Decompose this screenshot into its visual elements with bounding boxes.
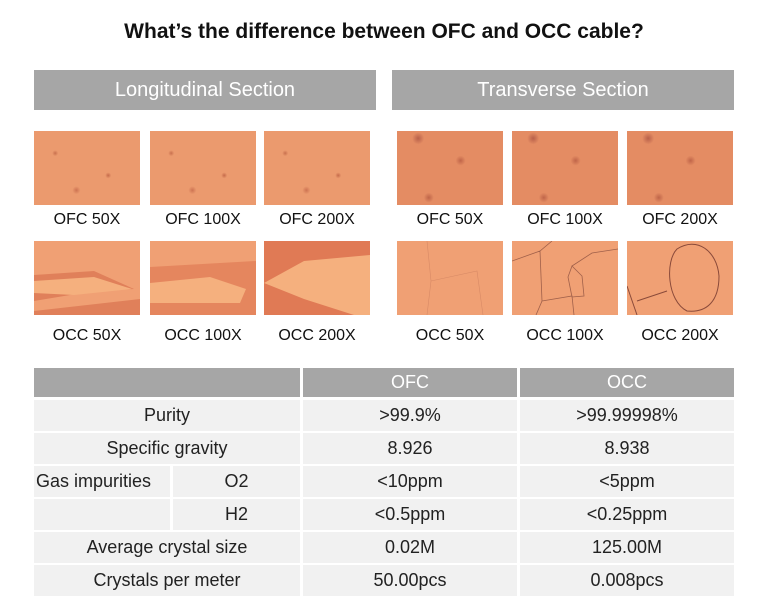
row-label: Specific gravity [34, 433, 300, 464]
table-header-cell [34, 368, 300, 397]
micrograph-caption: OCC 200X [641, 327, 719, 344]
table-row: Specific gravity 8.926 8.938 [34, 433, 734, 464]
row-label: Gas impurities [34, 466, 170, 497]
micrograph-image [34, 131, 140, 205]
micrograph-caption: OCC 200X [278, 327, 356, 344]
page-title: What’s the difference between OFC and OC… [124, 20, 644, 43]
micrograph-caption: OFC 50X [416, 211, 484, 228]
micrograph-image [150, 131, 256, 205]
micrograph-image [150, 241, 256, 315]
occ-value: 125.00M [520, 532, 734, 563]
micrograph-caption: OCC 50X [52, 327, 122, 344]
ofc-value: >99.9% [303, 400, 517, 431]
occ-value: <5ppm [520, 466, 734, 497]
micrograph-caption: OFC 100X [527, 211, 603, 228]
micrograph-caption: OFC 50X [53, 211, 121, 228]
micrograph-image [397, 241, 503, 315]
micrograph-caption: OFC 200X [279, 211, 355, 228]
table-header-occ: OCC [520, 368, 734, 397]
row-label [34, 499, 170, 530]
occ-value: <0.25ppm [520, 499, 734, 530]
micrograph-image [627, 131, 733, 205]
ofc-value: 0.02M [303, 532, 517, 563]
micrograph-image [512, 131, 618, 205]
table-row: Gas impurities O2 <10ppm <5ppm [34, 466, 734, 497]
comparison-table: OFC OCC Purity >99.9% >99.99998% Specific … [34, 368, 734, 598]
occ-value: 8.938 [520, 433, 734, 464]
micrograph-caption: OCC 50X [415, 327, 485, 344]
table-row: Crystals per meter 50.00pcs 0.008pcs [34, 565, 734, 596]
row-label: Average crystal size [34, 532, 300, 563]
micrograph-image [264, 131, 370, 205]
occ-value: >99.99998% [520, 400, 734, 431]
micrograph-image [397, 131, 503, 205]
longitudinal-section-header: Longitudinal Section [34, 70, 376, 110]
micrograph-image [264, 241, 370, 315]
table-row: H2 <0.5ppm <0.25ppm [34, 499, 734, 530]
row-label: Crystals per meter [34, 565, 300, 596]
micrograph-caption: OFC 100X [165, 211, 241, 228]
row-label: Purity [34, 400, 300, 431]
ofc-value: 8.926 [303, 433, 517, 464]
transverse-section-header: Transverse Section [392, 70, 734, 110]
micrograph-caption: OFC 200X [642, 211, 718, 228]
micrograph-image [34, 241, 140, 315]
row-sublabel: O2 [173, 466, 300, 497]
micrograph-image [627, 241, 733, 315]
table-row: Average crystal size 0.02M 125.00M [34, 532, 734, 563]
micrograph-caption: OCC 100X [526, 327, 604, 344]
row-sublabel: H2 [173, 499, 300, 530]
ofc-value: <0.5ppm [303, 499, 517, 530]
ofc-value: 50.00pcs [303, 565, 517, 596]
table-header-row: OFC OCC [34, 368, 734, 397]
micrograph-image [512, 241, 618, 315]
occ-value: 0.008pcs [520, 565, 734, 596]
table-row: Purity >99.9% >99.99998% [34, 400, 734, 431]
ofc-value: <10ppm [303, 466, 517, 497]
micrograph-caption: OCC 100X [164, 327, 242, 344]
table-header-ofc: OFC [303, 368, 517, 397]
